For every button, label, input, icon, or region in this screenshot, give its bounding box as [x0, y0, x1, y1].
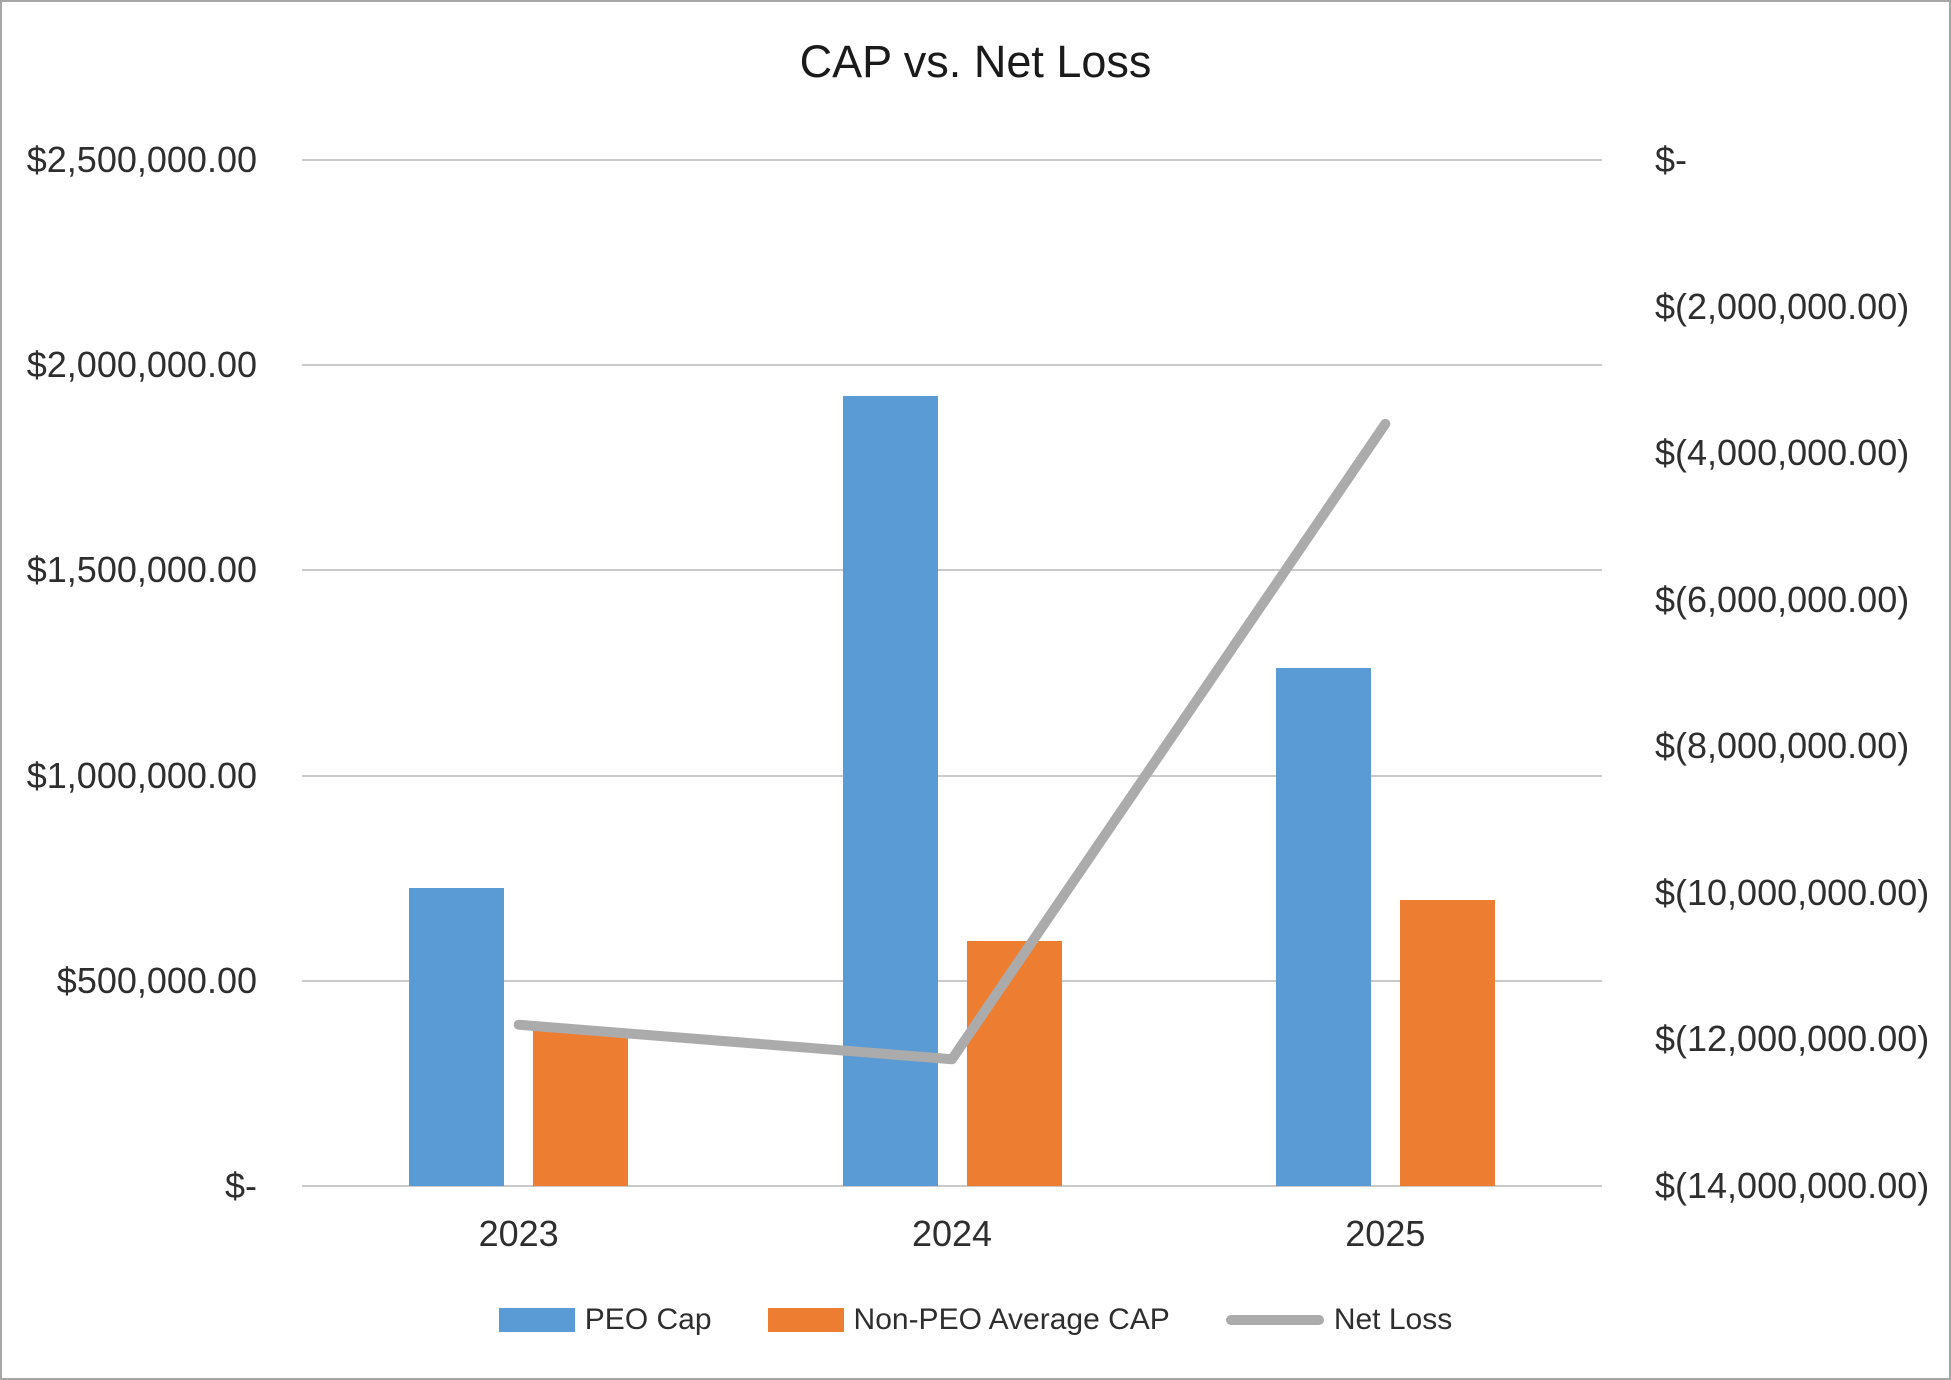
left-value-axis: $2,500,000.00 $2,000,000.00 $1,500,000.00 $…: [2, 139, 259, 1206]
net-loss-line: [513, 418, 1391, 1065]
legend-label: PEO Cap: [584, 1303, 712, 1336]
gridline: [302, 774, 1602, 777]
gridline: [302, 364, 1602, 367]
bar-non-peo-average-cap-2023: [533, 1028, 629, 1186]
legend-item-non-peo-average-cap: Non-PEO Average CAP: [767, 1303, 1170, 1337]
plot-area: [302, 159, 1602, 1187]
right-value-axis: $- $(2,000,000.00) $(4,000,000.00) $(6,000,…: [1655, 139, 1949, 1206]
gridline: [302, 1185, 1602, 1187]
legend-line-swatch: [1225, 1315, 1324, 1325]
left-axis-tick-label: $2,500,000.00: [26, 139, 257, 180]
gridline: [302, 979, 1602, 982]
right-axis-tick-label: $(14,000,000.00): [1655, 1165, 1930, 1206]
category-axis-tick-label: 2025: [1345, 1213, 1426, 1254]
right-axis-tick-label: $-: [1655, 139, 1688, 180]
legend-label: Non-PEO Average CAP: [853, 1303, 1170, 1336]
bar-non-peo-average-cap-2025: [1399, 899, 1495, 1186]
right-axis-tick-label: $(12,000,000.00): [1655, 1018, 1930, 1060]
bar-peo-cap-2023: [409, 888, 505, 1186]
legend: PEO Cap Non-PEO Average CAP Net Loss: [2, 1290, 1949, 1350]
bar-non-peo-average-cap-2024: [966, 941, 1062, 1186]
category-axis-tick-label: 2024: [911, 1213, 993, 1254]
left-axis-tick-label: $1,500,000.00: [26, 549, 257, 591]
gridline: [302, 159, 1602, 161]
left-axis-tick-label: $500,000.00: [56, 959, 257, 1001]
right-axis-tick-label: $(2,000,000.00): [1655, 285, 1910, 327]
legend-item-peo-cap: PEO Cap: [498, 1303, 712, 1337]
legend-bar-swatch: [498, 1308, 575, 1332]
legend-bar-swatch: [767, 1308, 844, 1332]
legend-item-net-loss: Net Loss: [1225, 1303, 1453, 1337]
bar-peo-cap-2025: [1275, 668, 1371, 1186]
right-axis-tick-label: $(8,000,000.00): [1655, 725, 1910, 767]
left-axis-tick-label: $1,000,000.00: [26, 754, 257, 796]
right-axis-tick-label: $(4,000,000.00): [1655, 432, 1910, 474]
left-axis-tick-label: $-: [224, 1165, 257, 1206]
gridline: [302, 569, 1602, 572]
category-axis-tick-label: 2023: [478, 1213, 559, 1254]
right-axis-tick-label: $(10,000,000.00): [1655, 871, 1930, 913]
right-axis-tick-label: $(6,000,000.00): [1655, 578, 1910, 620]
left-axis-tick-label: $2,000,000.00: [26, 344, 257, 386]
legend-label: Net Loss: [1333, 1303, 1453, 1336]
chart-title: CAP vs. Net Loss: [799, 36, 1152, 87]
category-axis: 2023 2024 2025: [302, 1210, 1602, 1260]
line-series-net-loss: [513, 418, 1391, 1065]
